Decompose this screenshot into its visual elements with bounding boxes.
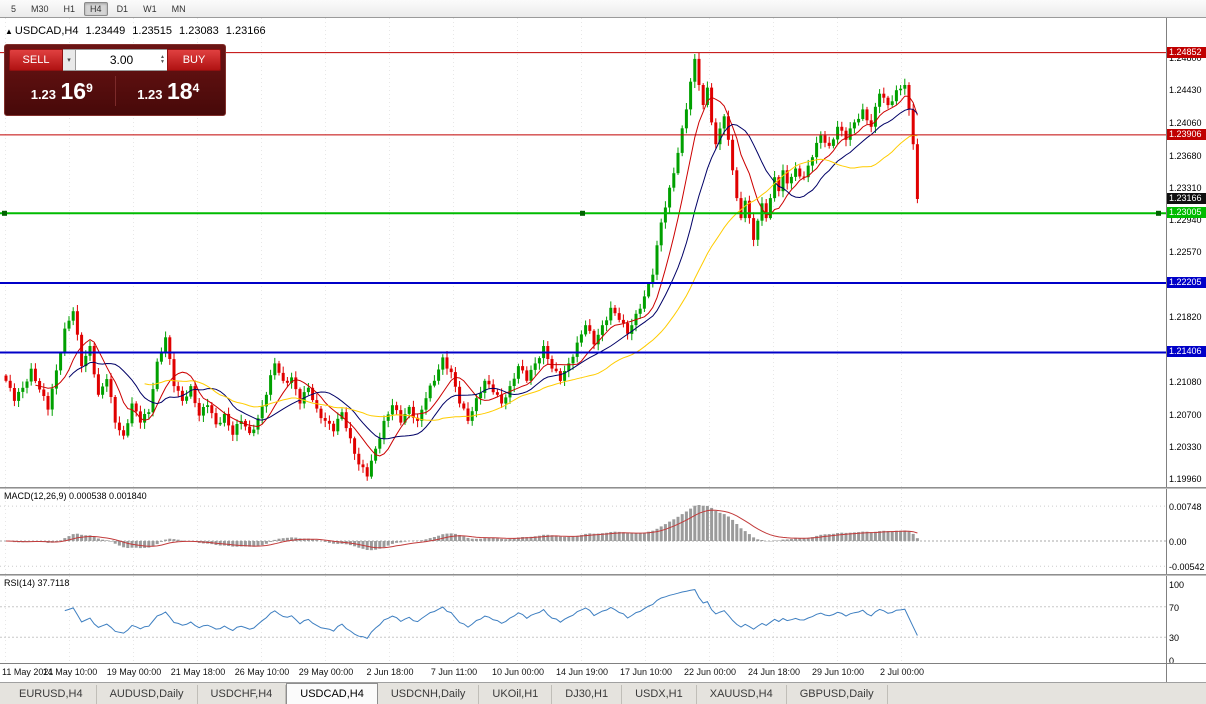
chart-tab-audusd-daily[interactable]: AUDUSD,Daily [97, 685, 198, 704]
one-click-trade-panel: SELL ▾ 3.00 ▲ ▼ BUY 1.23 [4, 44, 226, 116]
macd-tick: 0.00748 [1169, 502, 1202, 512]
chart-tab-usdx-h1[interactable]: USDX,H1 [622, 685, 697, 704]
buy-button[interactable]: BUY [167, 49, 221, 71]
chart-panes: ▲ USDCAD,H4 1.23449 1.23515 1.23083 1.23… [0, 18, 1166, 682]
buy-price: 1.23 184 [137, 77, 200, 104]
price-tick: 1.22570 [1169, 247, 1202, 257]
price-tick: 1.22940 [1169, 215, 1202, 225]
time-axis-separator [0, 663, 1206, 664]
volume-input[interactable]: 3.00 ▲ ▼ [76, 49, 167, 71]
ohlc-open: 1.23449 [85, 25, 126, 37]
time-label: 22 Jun 00:00 [683, 667, 737, 677]
time-label: 14 May 10:00 [42, 667, 98, 677]
time-label: 7 Jun 11:00 [430, 667, 478, 677]
sell-price: 1.23 169 [30, 77, 93, 104]
time-label: 2 Jun 18:00 [366, 667, 414, 677]
rsi-tick: 100 [1169, 580, 1185, 590]
timeframe-button-w1[interactable]: W1 [143, 3, 157, 14]
price-tick: 1.23310 [1169, 183, 1202, 193]
price-tick: 1.23680 [1169, 151, 1202, 161]
volume-dropdown-caret[interactable]: ▾ [63, 49, 76, 71]
time-label: 11 May 2021 [2, 667, 54, 677]
price-level-label[interactable]: 1.23906 [1167, 129, 1206, 140]
chart-title: ▲ USDCAD,H4 1.23449 1.23515 1.23083 1.23… [5, 25, 266, 37]
time-axis[interactable]: 11 May 2021 14 May 10:00 19 May 00:00 21 Ma… [0, 664, 1166, 682]
price-level-label[interactable]: 1.21406 [1167, 346, 1206, 357]
rsi-tick: 0 [1169, 656, 1175, 666]
time-label: 26 May 10:00 [234, 667, 290, 677]
macd-canvas[interactable] [0, 489, 1166, 574]
timeframe-toolbar: 5 M30 H1 H4 D1 W1 MN [0, 0, 1206, 18]
macd-tick: 0.00 [1169, 537, 1187, 547]
chart-tab-dj30-h1[interactable]: DJ30,H1 [552, 685, 623, 704]
timeframe-button-h1[interactable]: H1 [63, 3, 76, 14]
price-level-label[interactable]: 1.23166 [1167, 193, 1206, 204]
time-label: 14 Jun 19:00 [555, 667, 609, 677]
price-level-label[interactable]: 1.22205 [1167, 277, 1206, 288]
ohlc-high: 1.23515 [132, 25, 173, 37]
chart-tab-xauusd-h4[interactable]: XAUUSD,H4 [697, 685, 787, 704]
price-level-label[interactable]: 1.23005 [1167, 207, 1206, 218]
sell-button[interactable]: SELL [9, 49, 63, 71]
price-tick: 1.24800 [1169, 53, 1202, 63]
chart-region: ▲ USDCAD,H4 1.23449 1.23515 1.23083 1.23… [0, 18, 1206, 682]
chart-tab-gbpusd-daily[interactable]: GBPUSD,Daily [787, 685, 888, 704]
main-chart-pane[interactable]: ▲ USDCAD,H4 1.23449 1.23515 1.23083 1.23… [0, 18, 1166, 487]
volume-spinner[interactable]: ▲ ▼ [160, 50, 165, 70]
rsi-canvas[interactable] [0, 576, 1166, 663]
rsi-indicator-pane[interactable]: RSI(14) 37.7118 [0, 576, 1166, 663]
price-axis[interactable]: 1.24800 1.24430 1.24060 1.23680 1.23310 1.229… [1166, 18, 1206, 682]
rsi-tick: 30 [1169, 633, 1180, 643]
time-label: 24 Jun 18:00 [747, 667, 801, 677]
timeframe-button-d1[interactable]: D1 [116, 3, 129, 14]
price-tick: 1.24060 [1169, 118, 1202, 128]
chart-marker-icon: ▲ [5, 27, 13, 36]
price-divider [114, 76, 116, 106]
price-tick: 1.24430 [1169, 85, 1202, 95]
macd-tick: -0.00542 [1169, 562, 1205, 572]
chart-tabs-bar: EURUSD,H4 AUDUSD,Daily USDCHF,H4 USDCAD,H4 U… [0, 682, 1206, 704]
time-label: 19 May 00:00 [106, 667, 162, 677]
price-level-label[interactable]: 1.24852 [1167, 47, 1206, 58]
chart-tab-usdcad-h4[interactable]: USDCAD,H4 [286, 683, 378, 704]
ohlc-low: 1.23083 [179, 25, 219, 37]
price-tick: 1.20330 [1169, 442, 1202, 452]
macd-indicator-pane[interactable]: MACD(12,26,9) 0.000538 0.001840 [0, 489, 1166, 574]
spin-up-icon[interactable]: ▲ [160, 54, 165, 60]
timeframe-button-h4[interactable]: H4 [84, 1, 108, 16]
time-label: 29 Jun 10:00 [811, 667, 865, 677]
price-tick: 1.19960 [1169, 474, 1202, 484]
time-label: 21 May 18:00 [170, 667, 226, 677]
chart-tab-usdchf-h4[interactable]: USDCHF,H4 [198, 685, 287, 704]
pane-splitter[interactable] [0, 574, 1206, 576]
spin-down-icon[interactable]: ▼ [160, 59, 165, 65]
volume-value: 3.00 [109, 53, 134, 67]
macd-label: MACD(12,26,9) 0.000538 0.001840 [4, 491, 147, 501]
rsi-tick: 70 [1169, 603, 1180, 613]
rsi-label: RSI(14) 37.7118 [4, 578, 70, 588]
time-label: 10 Jun 00:00 [491, 667, 545, 677]
price-tick: 1.21820 [1169, 312, 1202, 322]
price-tick: 1.20700 [1169, 410, 1202, 420]
price-tick: 1.21080 [1169, 377, 1202, 387]
time-label: 17 Jun 10:00 [619, 667, 673, 677]
timeframe-button-mn[interactable]: MN [171, 3, 186, 14]
chart-tab-usdcnh-daily[interactable]: USDCNH,Daily [378, 685, 480, 704]
time-label: 29 May 00:00 [298, 667, 354, 677]
candlestick-canvas[interactable] [0, 18, 1166, 487]
timeframe-button-m30[interactable]: M30 [31, 3, 49, 14]
chart-tab-ukoil-h1[interactable]: UKOil,H1 [479, 685, 553, 704]
timeframe-button-5[interactable]: 5 [11, 3, 17, 14]
symbol-period-label: USDCAD,H4 [14, 25, 79, 37]
time-label: 2 Jul 00:00 [879, 667, 925, 677]
chart-tab-eurusd-h4[interactable]: EURUSD,H4 [6, 685, 97, 704]
ohlc-close: 1.23166 [225, 25, 266, 37]
pane-splitter[interactable] [0, 487, 1206, 489]
